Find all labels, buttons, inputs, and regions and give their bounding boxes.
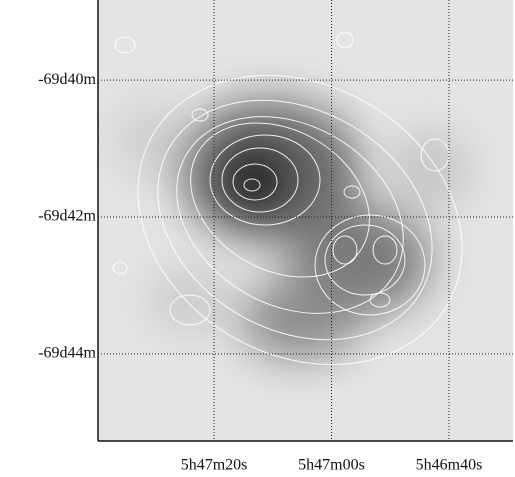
x-tick-label: 5h47m00s: [298, 457, 365, 474]
chart: -69d40m -69d42m -69d44m 5h47m20s 5h47m00s 5h4…: [0, 0, 515, 477]
y-tick-label: -69d42m: [38, 208, 96, 225]
x-tick-label: 5h46m40s: [416, 457, 483, 474]
y-tick-label: -69d40m: [38, 71, 96, 88]
sky-image: [85, 0, 514, 441]
y-tick-label: -69d44m: [38, 345, 96, 362]
x-tick-label: 5h47m20s: [181, 457, 248, 474]
